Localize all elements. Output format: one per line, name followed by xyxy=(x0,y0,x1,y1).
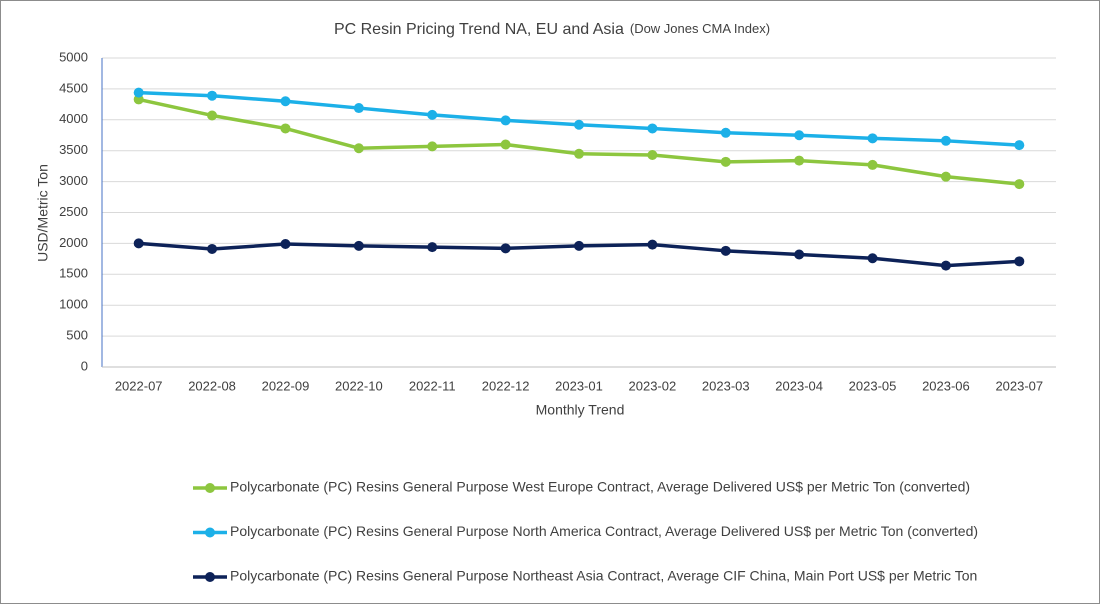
data-point xyxy=(794,130,805,141)
y-tick-label: 3500 xyxy=(59,142,88,157)
x-tick-label: 2022-09 xyxy=(262,378,310,393)
data-point xyxy=(574,119,584,130)
y-tick-label: 1000 xyxy=(59,297,88,312)
data-point xyxy=(427,141,438,152)
legend-label: Polycarbonate (PC) Resins General Purpos… xyxy=(230,479,970,495)
y-tick-label: 2500 xyxy=(59,204,88,219)
subtitle: (Dow Jones CMA Index) xyxy=(630,21,770,36)
data-point xyxy=(207,243,218,254)
data-point xyxy=(574,148,584,159)
legend-label: Polycarbonate (PC) Resins General Purpos… xyxy=(230,568,977,584)
data-point xyxy=(207,90,218,101)
x-tick-label: 2023-06 xyxy=(922,378,970,393)
legend-label: Polycarbonate (PC) Resins General Purpos… xyxy=(230,523,978,539)
x-tick-label: 2023-07 xyxy=(995,378,1043,393)
legend-marker xyxy=(205,572,215,582)
data-point xyxy=(500,139,511,150)
legend-marker xyxy=(205,527,215,538)
y-tick-label: 1500 xyxy=(59,266,88,281)
data-point xyxy=(940,135,951,146)
x-tick-label: 2022-12 xyxy=(482,378,530,393)
x-tick-label: 2023-04 xyxy=(775,378,823,393)
data-point xyxy=(720,245,731,256)
data-point xyxy=(794,155,805,166)
x-tick-label: 2023-05 xyxy=(849,378,897,393)
data-point xyxy=(353,143,364,154)
x-axis-label: Monthly Trend xyxy=(536,402,625,418)
title: PC Resin Pricing Trend NA, EU and Asia xyxy=(334,21,624,38)
data-point xyxy=(1014,140,1025,151)
data-point xyxy=(720,156,731,167)
x-tick-label: 2022-11 xyxy=(409,378,456,393)
x-tick-label: 2023-01 xyxy=(555,378,603,393)
data-point xyxy=(574,240,584,251)
legend-marker xyxy=(205,483,215,493)
data-point xyxy=(867,253,878,264)
y-tick-label: 4000 xyxy=(59,111,88,126)
y-tick-label: 0 xyxy=(81,358,88,373)
data-point xyxy=(940,171,951,182)
data-point xyxy=(280,239,291,250)
data-point xyxy=(1014,256,1025,267)
x-tick-label: 2023-02 xyxy=(629,378,677,393)
data-point xyxy=(353,103,364,114)
data-point xyxy=(280,123,291,134)
y-axis-label: USD/Metric Ton xyxy=(35,164,51,262)
data-point xyxy=(647,123,658,134)
data-point xyxy=(427,109,438,120)
data-point xyxy=(280,96,291,107)
data-point xyxy=(720,127,731,138)
y-tick-label: 3000 xyxy=(59,173,88,188)
data-point xyxy=(500,115,511,126)
x-tick-label: 2022-08 xyxy=(188,378,236,393)
data-point xyxy=(207,110,218,121)
data-point xyxy=(647,239,658,250)
y-tick-label: 500 xyxy=(66,328,88,343)
y-tick-label: 5000 xyxy=(59,49,88,64)
x-tick-label: 2022-10 xyxy=(335,378,383,393)
data-point xyxy=(940,260,951,271)
y-tick-label: 2000 xyxy=(59,235,88,250)
data-point xyxy=(647,150,658,161)
data-point xyxy=(794,249,805,260)
data-point xyxy=(353,240,364,251)
x-tick-label: 2022-07 xyxy=(115,378,163,393)
data-point xyxy=(867,159,878,170)
data-point xyxy=(1014,179,1025,190)
chart-title: PC Resin Pricing Trend NA, EU and Asia (D… xyxy=(334,21,770,38)
data-point xyxy=(867,133,878,144)
data-point xyxy=(500,243,511,254)
data-point xyxy=(133,87,144,98)
data-point xyxy=(133,238,144,249)
x-tick-label: 2023-03 xyxy=(702,378,750,393)
data-point xyxy=(427,242,438,253)
y-tick-label: 4500 xyxy=(59,80,88,95)
